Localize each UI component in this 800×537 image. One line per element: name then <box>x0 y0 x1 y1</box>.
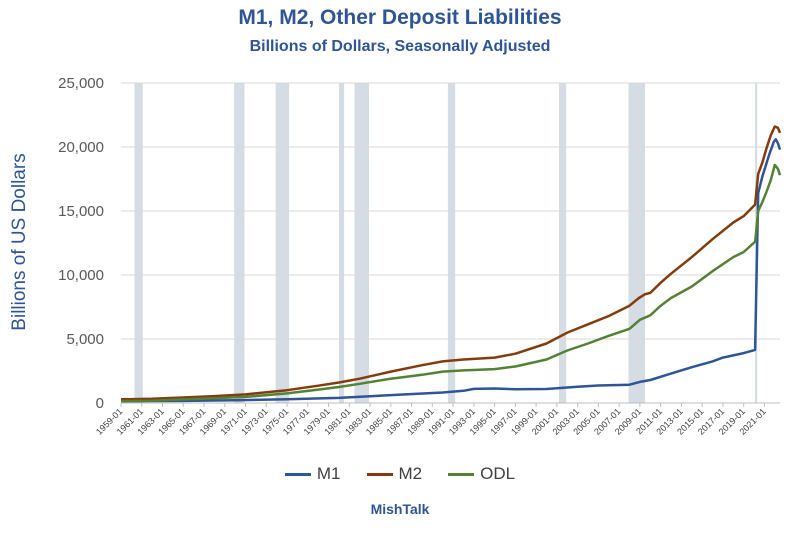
recession-band <box>354 83 370 403</box>
source-label: MishTalk <box>370 501 430 517</box>
y-tick-label: 15,000 <box>58 203 104 220</box>
legend-label-m2: M2 <box>398 464 423 483</box>
recession-band <box>558 83 567 403</box>
legend-swatch-m2 <box>366 472 393 476</box>
recession-band <box>447 83 456 403</box>
y-tick-label: 20,000 <box>58 139 104 156</box>
recession-band <box>134 83 143 403</box>
legend-swatch-m1 <box>284 472 311 476</box>
chart-title: M1, M2, Other Deposit Liabilities <box>238 6 562 29</box>
legend-item-m1: M1 <box>284 464 341 484</box>
legend: M1 M2 ODL <box>0 464 800 484</box>
legend-swatch-odl <box>448 472 475 476</box>
legend-item-m2: M2 <box>366 464 423 484</box>
recession-band <box>338 83 345 403</box>
recession-band <box>275 83 290 403</box>
legend-item-odl: ODL <box>448 464 515 484</box>
y-tick-label: 5,000 <box>66 331 104 348</box>
series-line-m1 <box>120 138 782 403</box>
y-tick-label: 10,000 <box>58 267 104 284</box>
y-tick-label: 0 <box>96 395 104 412</box>
recession-band <box>628 83 646 403</box>
series-line-odl <box>120 163 782 403</box>
recession-band <box>234 83 245 403</box>
legend-label-odl: ODL <box>480 464 516 483</box>
legend-label-m1: M1 <box>316 464 341 483</box>
y-tick-label: 25,000 <box>58 75 104 92</box>
chart-subtitle: Billions of Dollars, Seasonally Adjusted <box>249 38 551 55</box>
series-line-m2 <box>120 125 782 401</box>
